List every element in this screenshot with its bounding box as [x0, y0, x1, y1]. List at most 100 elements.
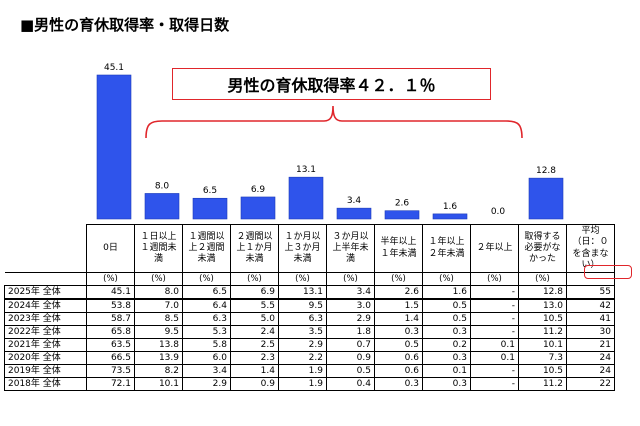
- table-cell: 10.5: [518, 364, 567, 378]
- unit-cell: (%): [422, 272, 471, 286]
- table-cell: 3.4: [326, 285, 375, 300]
- bar-value-label: 8.0: [155, 181, 170, 191]
- table-cell: 3.5: [278, 325, 327, 339]
- table-cell: 1.9: [278, 364, 327, 378]
- bar-value-label: 45.1: [104, 63, 124, 73]
- bar: [432, 213, 468, 220]
- table-unit-row: (%) (%) (%) (%) (%) (%) (%) (%) (%) (%): [4, 272, 615, 286]
- table-cell: 58.7: [86, 312, 135, 326]
- table-cell: 1.4: [374, 312, 423, 326]
- table-row: 2022年 全体 65.8 9.5 5.3 2.4 3.5 1.8 0.3 0.3-11.2 30: [4, 325, 615, 339]
- callout-box: 男性の育休取得率４２．１％: [172, 68, 491, 100]
- table-cell: 7.3: [518, 351, 567, 365]
- page-title: ■男性の育休取得率・取得日数: [20, 16, 230, 34]
- table-cell: -: [470, 377, 519, 391]
- unit-cell: [566, 272, 615, 286]
- table-cell: 72.1: [86, 377, 135, 391]
- data-table: 0日 １日以上１週間未満 １週間以上２週間未満 ２週間以上１か月未満 １か月以上３か月未…: [4, 224, 615, 391]
- table-cell: 3.0: [326, 298, 375, 313]
- table-cell: 8.0: [134, 285, 183, 300]
- table-cell: 11.2: [518, 377, 567, 391]
- table-cell: 0.5: [374, 338, 423, 352]
- table-cell: 6.5: [182, 285, 231, 300]
- unit-cell: (%): [326, 272, 375, 286]
- table-cell: 0.9: [230, 377, 279, 391]
- table-cell: 0.3: [422, 325, 471, 339]
- table-cell: 21: [566, 338, 615, 352]
- table-row: 2023年 全体 58.7 8.5 6.3 5.0 6.3 2.9 1.4 0.5-10.5 41: [4, 312, 615, 326]
- table-cell: 42: [566, 298, 615, 313]
- table-cell: 7.0: [134, 298, 183, 313]
- row-label: 2025年 全体: [4, 285, 87, 300]
- table-cell: 0.3: [374, 325, 423, 339]
- column-header: 0日: [86, 224, 135, 273]
- bar-value-label: 0.0: [491, 207, 506, 217]
- table-cell: 73.5: [86, 364, 135, 378]
- table-cell: 12.8: [518, 285, 567, 300]
- column-header: ２週間以上１か月未満: [230, 224, 279, 273]
- table-cell: 22: [566, 377, 615, 391]
- table-cell: 55: [566, 285, 615, 300]
- table-row: 2021年 全体 63.5 13.8 5.8 2.5 2.9 0.7 0.5 0.2 0.1 10.…: [4, 338, 615, 352]
- table-cell: 6.9: [230, 285, 279, 300]
- bar: [384, 210, 420, 220]
- column-header: [4, 224, 87, 273]
- table-cell: 3.4: [182, 364, 231, 378]
- table-cell: 10.1: [134, 377, 183, 391]
- unit-cell: (%): [518, 272, 567, 286]
- table-cell: 6.3: [278, 312, 327, 326]
- table-cell: 0.5: [422, 312, 471, 326]
- table-cell: 10.5: [518, 312, 567, 326]
- table-cell: 1.8: [326, 325, 375, 339]
- table-row: 2018年 全体 72.1 10.1 2.9 0.9 1.9 0.4 0.3 0.3-11.2 2…: [4, 377, 615, 391]
- unit-cell: [4, 272, 87, 286]
- row-label: 2023年 全体: [4, 312, 87, 326]
- table-cell: 2.3: [230, 351, 279, 365]
- table-row: 2020年 全体 66.5 13.9 6.0 2.3 2.2 0.9 0.6 0.3 0.1 7.3…: [4, 351, 615, 365]
- table-cell: 8.2: [134, 364, 183, 378]
- bar-value-label: 3.4: [347, 196, 362, 206]
- table-cell: 0.3: [374, 377, 423, 391]
- table-cell: 8.5: [134, 312, 183, 326]
- table-cell: 2.5: [230, 338, 279, 352]
- row-label: 2021年 全体: [4, 338, 87, 352]
- table-cell: 1.4: [230, 364, 279, 378]
- table-cell: 1.6: [422, 285, 471, 300]
- table-cell: 13.0: [518, 298, 567, 313]
- table-cell: 65.8: [86, 325, 135, 339]
- table-cell: 5.3: [182, 325, 231, 339]
- table-cell: 0.5: [422, 298, 471, 313]
- table-cell: 30: [566, 325, 615, 339]
- column-header: ２年以上: [470, 224, 519, 273]
- bar-value-label: 6.9: [251, 185, 266, 195]
- table-cell: -: [470, 312, 519, 326]
- table-cell: 0.7: [326, 338, 375, 352]
- bar-value-label: 12.8: [536, 166, 556, 176]
- table-cell: 41: [566, 312, 615, 326]
- unit-cell: (%): [134, 272, 183, 286]
- unit-cell: (%): [230, 272, 279, 286]
- column-header: １週間以上２週間未満: [182, 224, 231, 273]
- table-cell: 13.9: [134, 351, 183, 365]
- table-cell: 0.3: [422, 351, 471, 365]
- bar: [288, 176, 324, 220]
- unit-cell: (%): [278, 272, 327, 286]
- table-cell: 5.5: [230, 298, 279, 313]
- table-cell: 63.5: [86, 338, 135, 352]
- table-cell: 10.1: [518, 338, 567, 352]
- table-cell: -: [470, 325, 519, 339]
- table-cell: 0.1: [470, 338, 519, 352]
- bar: [144, 193, 180, 220]
- column-header: １年以上２年未満: [422, 224, 471, 273]
- table-cell: 1.5: [374, 298, 423, 313]
- row-label: 2022年 全体: [4, 325, 87, 339]
- column-header: 取得する必要がなかった: [518, 224, 567, 273]
- row-label: 2019年 全体: [4, 364, 87, 378]
- unit-cell: (%): [470, 272, 519, 286]
- bar: [240, 196, 276, 220]
- bar-value-label: 2.6: [395, 199, 410, 209]
- row-label: 2018年 全体: [4, 377, 87, 391]
- bar: [528, 177, 564, 220]
- table-cell: 2.9: [278, 338, 327, 352]
